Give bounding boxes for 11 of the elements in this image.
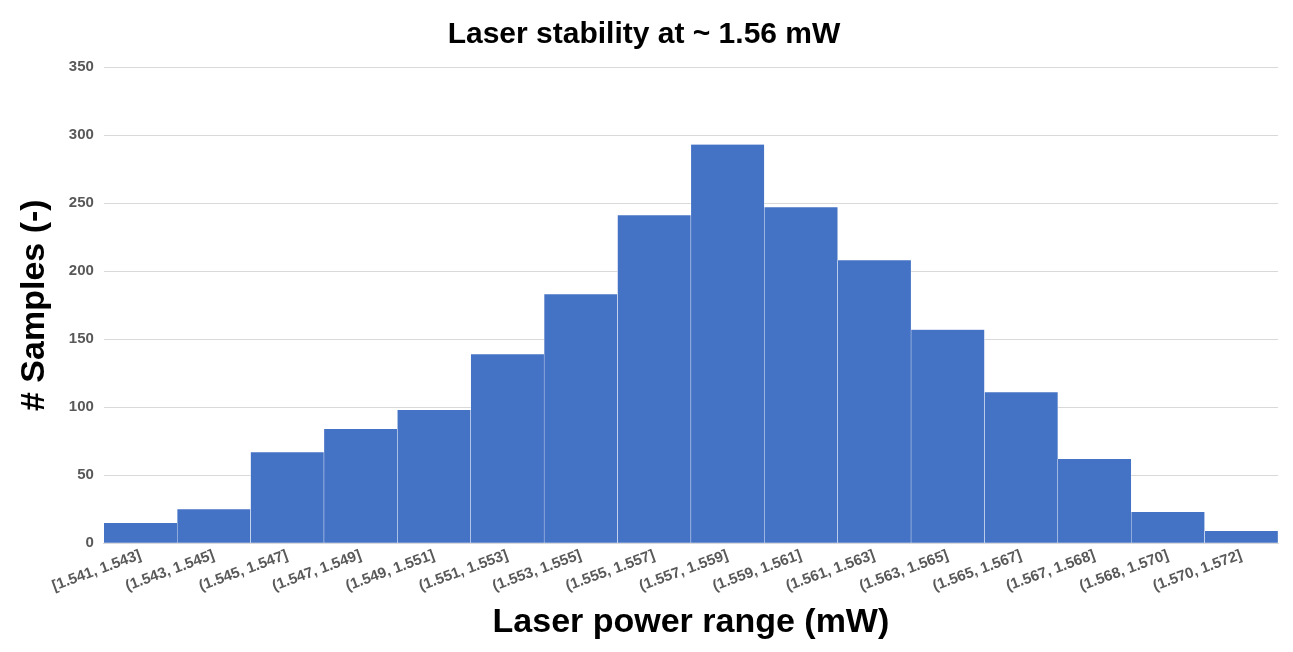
y-tick-label: 0 — [85, 533, 94, 551]
y-tick-label: 100 — [68, 397, 94, 415]
y-tick-label: 350 — [68, 57, 94, 75]
y-tick-label: 250 — [68, 193, 94, 211]
chart-title: Laser stability at ~ 1.56 mW — [447, 16, 842, 50]
y-tick-label: 200 — [68, 261, 94, 279]
y-tick-label: 300 — [68, 125, 94, 143]
y-tick-label: 50 — [77, 465, 94, 483]
y-axis-title: # Samples (-) — [12, 199, 51, 411]
x-axis-title: Laser power range (mW) — [492, 600, 890, 639]
y-tick-label: 150 — [68, 329, 94, 347]
